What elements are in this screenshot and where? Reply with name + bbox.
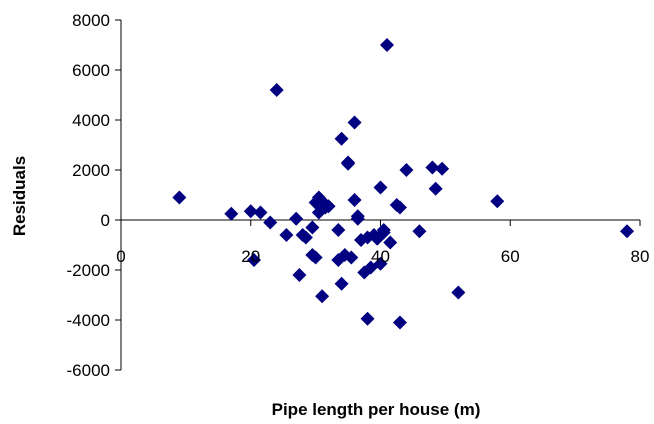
y-tick-label: 4000	[72, 111, 110, 130]
data-point	[243, 204, 258, 219]
data-point	[373, 256, 388, 271]
data-point	[331, 223, 346, 237]
y-tick-label: -2000	[67, 261, 110, 280]
y-tick-label: 8000	[72, 11, 110, 30]
data-point	[292, 268, 307, 282]
data-point	[435, 161, 450, 176]
data-point	[308, 250, 323, 265]
data-point	[490, 194, 505, 209]
y-axis-title: Residuals	[10, 156, 29, 236]
data-point	[224, 206, 239, 221]
data-point	[269, 83, 284, 97]
data-point	[334, 276, 349, 291]
data-point	[246, 253, 261, 267]
x-axis-ticks	[120, 220, 641, 226]
y-tick-label: -6000	[67, 361, 110, 380]
data-point	[399, 163, 414, 177]
data-point	[428, 181, 443, 196]
data-point	[253, 205, 268, 220]
data-point	[279, 228, 294, 242]
y-tick-label: 0	[101, 211, 110, 230]
y-tick-label: -4000	[67, 311, 110, 330]
data-point	[334, 131, 349, 146]
data-point	[347, 193, 362, 207]
data-point	[305, 220, 320, 235]
data-point	[321, 199, 336, 214]
x-tick-label: 80	[631, 247, 650, 266]
data-point	[344, 250, 359, 265]
data-point	[373, 180, 388, 195]
data-point	[172, 190, 187, 205]
data-point	[350, 211, 365, 226]
data-point	[425, 160, 440, 175]
data-point	[347, 115, 362, 130]
data-point	[263, 215, 278, 230]
x-tick-label: 20	[241, 247, 260, 266]
data-point	[341, 156, 356, 171]
data-point	[298, 230, 313, 245]
x-axis-tick-labels: 0 20 40 60 80	[116, 247, 649, 266]
data-point	[392, 200, 407, 215]
x-tick-label: 0	[116, 247, 125, 266]
y-tick-label: 2000	[72, 161, 110, 180]
data-point	[451, 285, 466, 300]
data-points	[172, 38, 635, 330]
x-tick-label: 40	[371, 247, 390, 266]
y-tick-label: 6000	[72, 61, 110, 80]
data-point	[383, 235, 398, 250]
data-point	[360, 311, 375, 326]
x-tick-label: 60	[501, 247, 520, 266]
data-point	[620, 224, 635, 239]
data-point	[392, 315, 407, 330]
data-point	[379, 38, 394, 52]
y-axis-ticks	[115, 19, 121, 371]
y-axis-tick-labels: -6000 -4000 -2000 0 2000 4000 6000 8000	[67, 11, 110, 380]
data-point	[315, 289, 330, 304]
data-point	[376, 225, 391, 240]
data-point	[289, 211, 304, 226]
data-point	[412, 224, 427, 239]
x-axis-title: Pipe length per house (m)	[272, 400, 481, 419]
